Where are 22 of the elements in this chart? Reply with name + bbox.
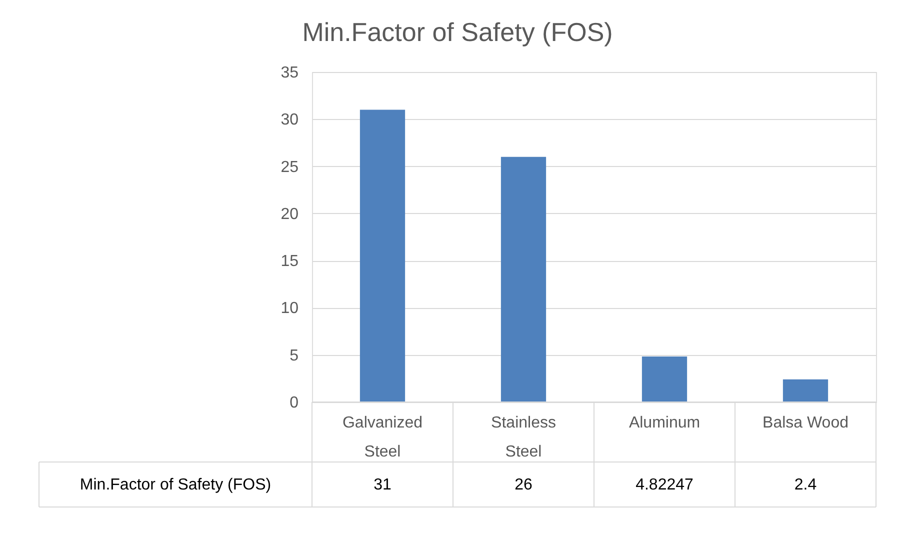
data-label: 31 (374, 476, 392, 494)
x-tick-label: Stainless Steel (491, 414, 556, 460)
data-label: 2.4 (794, 476, 817, 494)
data-label: 4.82247 (636, 476, 694, 494)
bar (500, 156, 546, 402)
y-tick-label: 30 (280, 112, 299, 129)
x-tick-label: Galvanized Steel (342, 414, 423, 460)
y-tick-label: 20 (280, 206, 299, 223)
y-tick-label: 15 (280, 253, 299, 270)
chart-title: Min.Factor of Safety (FOS) (302, 17, 613, 47)
y-tick-label: 35 (280, 64, 299, 82)
data-label: 26 (514, 476, 532, 494)
x-tick-label: Aluminum (628, 414, 700, 432)
x-tick-label: Balsa Wood (762, 414, 848, 432)
y-tick-label: 0 (290, 394, 299, 412)
y-tick-label: 5 (290, 347, 299, 364)
y-tick-label: 10 (280, 300, 299, 318)
text: Min.Factor of Safety (FOS) (80, 476, 272, 494)
bar (782, 379, 828, 402)
y-tick-label: 25 (280, 158, 299, 176)
bar (642, 356, 688, 402)
bar (360, 110, 406, 402)
